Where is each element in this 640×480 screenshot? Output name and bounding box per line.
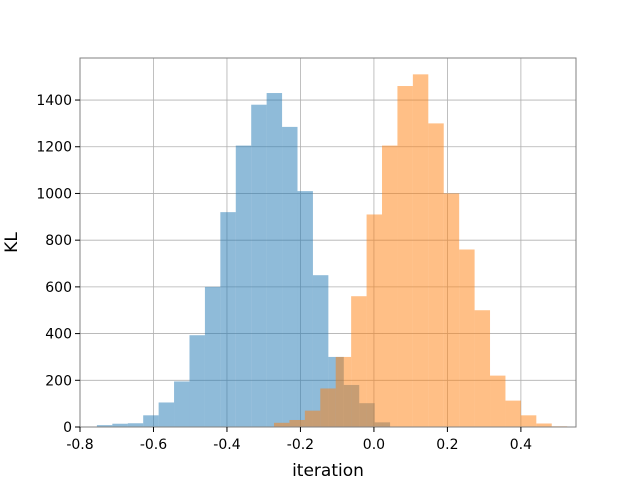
series-1-bar-14: [490, 375, 506, 427]
series-1-bar-2: [304, 410, 321, 427]
series-1-bar-0: [273, 422, 290, 427]
series-0-bar-4: [158, 402, 175, 427]
series-0-bar-5: [174, 381, 190, 427]
axis-ticks: -0.8 -0.6 -0.4 -0.2 0.0 0.2 0.4 0 200 400 600 800 10…: [36, 93, 532, 453]
y-tick-label-1: 200: [45, 373, 72, 389]
series-1-bar-5: [351, 296, 367, 427]
series-0-bar-10: [251, 104, 267, 427]
x-tick-label-3: -0.2: [287, 437, 314, 453]
histogram-bars: [96, 74, 568, 428]
series-1-bar-15: [505, 400, 521, 427]
series-1-bar-16: [520, 415, 537, 427]
series-0-bar-1: [112, 423, 128, 427]
series-0-bar-13: [297, 191, 313, 427]
y-tick-label-4: 800: [45, 233, 72, 249]
series-1-bar-1: [289, 419, 305, 427]
x-tick-label-6: 0.4: [510, 437, 532, 453]
y-tick-label-2: 400: [45, 327, 72, 343]
y-tick-label-7: 1400: [36, 93, 72, 109]
series-1-bar-8: [397, 86, 413, 427]
series-0-bar-2: [127, 423, 144, 427]
x-tick-label-4: 0.0: [363, 437, 385, 453]
y-tick-label-3: 600: [45, 280, 72, 296]
x-tick-label-2: -0.4: [213, 437, 240, 453]
y-axis-label: KL: [2, 232, 22, 253]
x-tick-label-5: 0.2: [436, 437, 458, 453]
x-tick-label-0: -0.8: [66, 437, 93, 453]
series-0-bar-6: [189, 335, 205, 427]
series-0-bar-11: [266, 93, 283, 427]
x-tick-label-1: -0.6: [140, 437, 167, 453]
series-0-bar-0: [96, 425, 113, 427]
series-1-bar-11: [443, 193, 460, 427]
series-1-bar-10: [428, 123, 444, 428]
series-0-bar-3: [143, 415, 159, 427]
series-1-bar-13: [474, 310, 491, 427]
series-1-bar-12: [459, 249, 475, 427]
series-1-bar-6: [366, 214, 383, 427]
y-tick-label-0: 0: [63, 420, 72, 436]
series-1-bar-3: [320, 388, 336, 427]
series-0-bar-7: [204, 286, 221, 427]
plot-area-frame: [79, 57, 577, 428]
x-axis-label: iteration: [292, 461, 364, 480]
series-1-bar-7: [382, 145, 398, 428]
series-1-bar-4: [335, 356, 352, 427]
y-tick-label-5: 1000: [36, 186, 72, 202]
y-tick-label-6: 1200: [36, 140, 72, 156]
series-1-bar-9: [412, 74, 429, 428]
series-0-bar-12: [282, 126, 298, 427]
series-1-bar-17: [536, 423, 552, 427]
series-0-bar-9: [235, 145, 252, 428]
series-0-bar-8: [220, 212, 236, 427]
